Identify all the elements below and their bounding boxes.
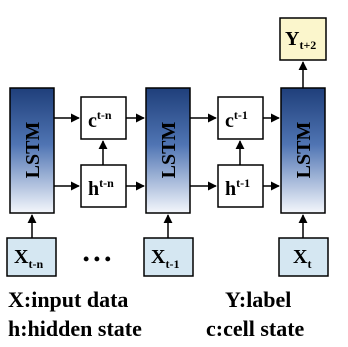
svg-text:Yt+2: Yt+2: [285, 28, 316, 52]
cell-state-box-2: ct-1: [217, 96, 264, 140]
cell-sup-2: t-1: [234, 108, 248, 122]
output-sub: t+2: [299, 38, 316, 52]
svg-text:Xt-1: Xt-1: [151, 246, 179, 271]
input-sub-3: t: [307, 257, 311, 271]
hidden-state-box-2: ht-1: [217, 164, 264, 208]
output-box: Yt+2: [279, 17, 327, 61]
svg-text:Xt: Xt: [293, 246, 311, 271]
output-main: Y: [285, 28, 300, 50]
hidden-sup-1: t-n: [99, 176, 114, 190]
input-main-1: X: [14, 246, 29, 268]
input-sub-2: t-1: [165, 257, 179, 271]
arrows: [27, 61, 308, 238]
ellipsis: • • •: [83, 249, 111, 269]
input-main-3: X: [293, 246, 308, 268]
lstm-block-3: LSTM: [280, 87, 326, 214]
hidden-sup-2: t-1: [236, 176, 250, 190]
input-main-2: X: [151, 246, 166, 268]
svg-text:ct-1: ct-1: [225, 108, 248, 132]
svg-text:ht-n: ht-n: [88, 176, 114, 200]
legend-c: c:cell state: [206, 316, 305, 341]
legend-y: Y:label: [225, 287, 292, 312]
input-box-3: Xt: [278, 237, 329, 277]
cell-state-box-1: ct-n: [80, 96, 127, 140]
hidden-state-box-1: ht-n: [80, 164, 127, 208]
hidden-main-1: h: [88, 178, 99, 200]
legend-h: h:hidden state: [8, 316, 142, 341]
lstm-block-1: LSTM: [9, 87, 55, 214]
input-box-1: Xt-n: [6, 237, 57, 277]
svg-text:Xt-n: Xt-n: [14, 246, 43, 271]
lstm-label-2: LSTM: [158, 122, 180, 179]
input-sub-1: t-n: [28, 257, 43, 271]
cell-sup-1: t-n: [97, 108, 112, 122]
legend-x: X:input data: [8, 287, 129, 312]
title-fragment: [100, 0, 170, 6]
lstm-label-3: LSTM: [293, 122, 315, 179]
lstm-block-2: LSTM: [145, 87, 191, 214]
input-box-2: Xt-1: [143, 237, 194, 277]
cell-main-1: c: [88, 110, 97, 132]
hidden-main-2: h: [225, 178, 236, 200]
svg-text:ht-1: ht-1: [225, 176, 250, 200]
lstm-label-1: LSTM: [22, 122, 44, 179]
cell-main-2: c: [225, 110, 234, 132]
svg-text:ct-n: ct-n: [88, 108, 112, 132]
